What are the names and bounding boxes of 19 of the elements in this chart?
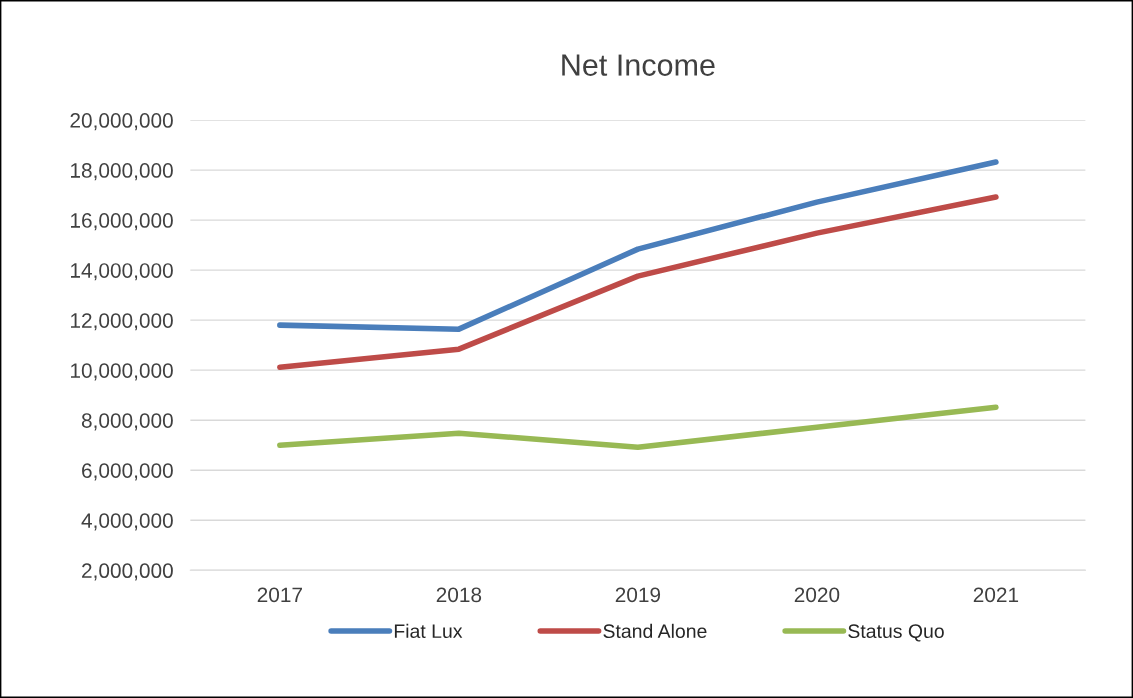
y-tick-label: 16,000,000 bbox=[71, 213, 173, 231]
chart-title: Net Income bbox=[562, 54, 715, 76]
x-tick-label: 2019 bbox=[615, 587, 661, 603]
legend-label: Status Quo bbox=[848, 624, 944, 642]
y-tick-label: 14,000,000 bbox=[71, 263, 173, 281]
y-tick-label: 2,000,000 bbox=[82, 563, 173, 581]
y-tick-label: 20,000,000 bbox=[70, 113, 173, 131]
x-tick-label: 2021 bbox=[973, 587, 1019, 603]
y-tick-label: 18,000,000 bbox=[71, 163, 173, 181]
legend-label: Stand Alone bbox=[603, 623, 707, 639]
x-tick-label: 2017 bbox=[257, 587, 302, 603]
y-tick-label: 10,000,000 bbox=[71, 363, 173, 381]
x-tick-label: 2018 bbox=[436, 587, 482, 603]
x-tick-label: 2020 bbox=[794, 587, 840, 603]
y-tick-label: 8,000,000 bbox=[81, 413, 173, 431]
legend-label: Fiat Lux bbox=[394, 623, 463, 639]
y-tick-label: 12,000,000 bbox=[71, 313, 173, 331]
y-tick-label: 4,000,000 bbox=[81, 513, 173, 531]
y-tick-label: 6,000,000 bbox=[82, 463, 173, 481]
